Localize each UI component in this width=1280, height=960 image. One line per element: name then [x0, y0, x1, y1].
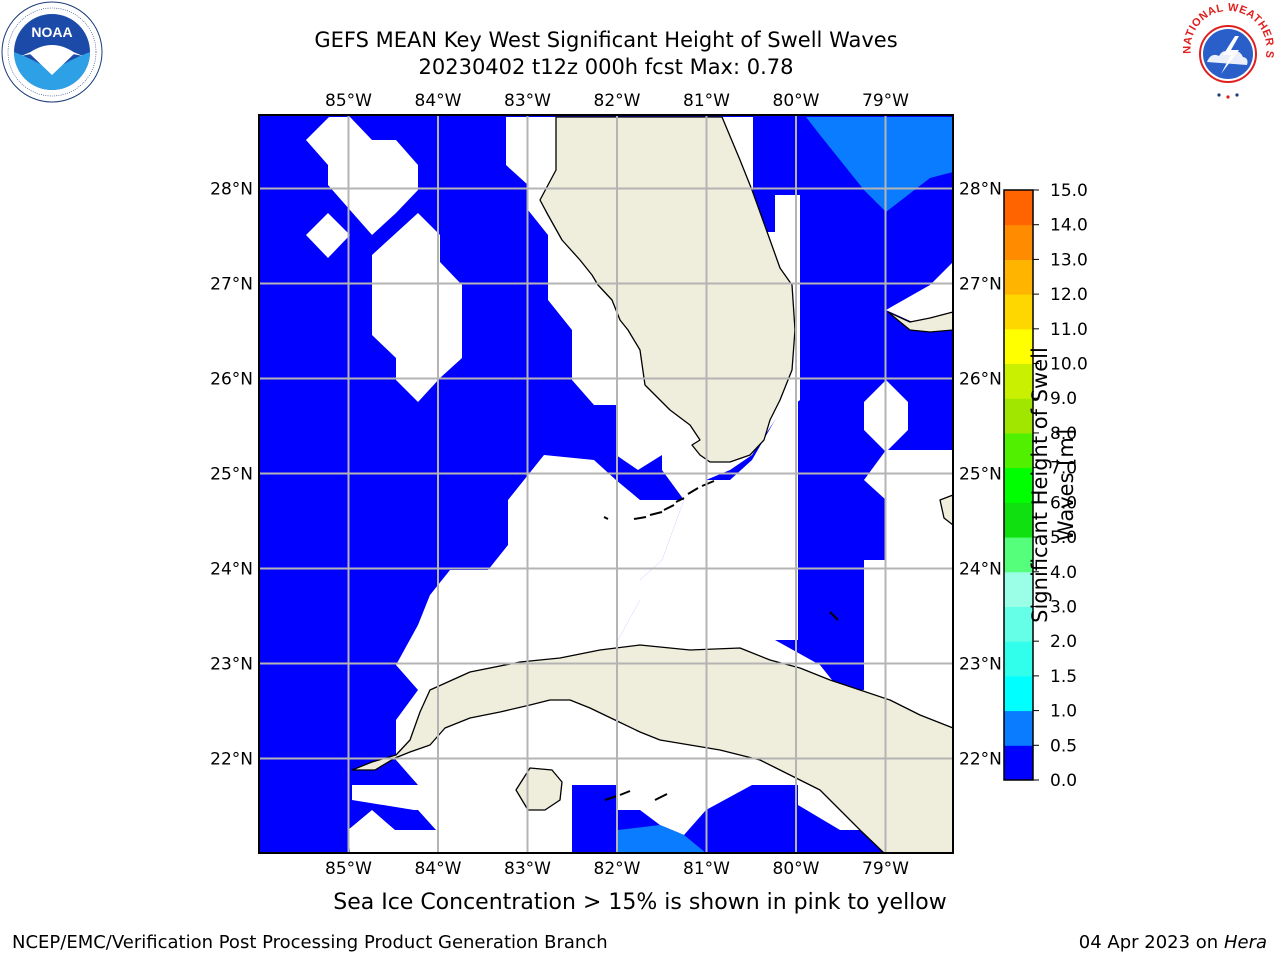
- latitude-label: 24°N: [210, 560, 253, 580]
- footer-host: Hera: [1223, 932, 1267, 953]
- latitude-label: 22°N: [210, 750, 253, 770]
- colorbar: 0.0 0.5 1.0 1.5 2.0 3.0 4.0 5.0 6.0 7.0 8.0 9.0 10.0…: [1003, 181, 1088, 791]
- colorbar-tick-label: 3.0: [1050, 597, 1077, 617]
- colorbar-segment: [1004, 606, 1033, 642]
- colorbar-segment: [1004, 710, 1033, 746]
- cuba-landmass: [351, 644, 954, 854]
- sea-ice-note: Sea Ice Concentration > 15% is shown in …: [333, 890, 947, 915]
- longitude-label: 79°W: [862, 859, 909, 879]
- no-data-region: [306, 117, 418, 235]
- latitude-label: 22°N: [959, 750, 1002, 770]
- no-data-region: [372, 213, 462, 402]
- colorbar-tick-label: 12.0: [1050, 285, 1088, 305]
- longitude-labels-top: 85°W 84°W 83°W 82°W 81°W 80°W 79°W: [325, 91, 909, 111]
- keys-and-islets: [603, 480, 839, 801]
- nws-logo: NATIONAL WEATHER SERVICE: [1177, 0, 1278, 101]
- no-data-region: [306, 213, 350, 258]
- longitude-label: 85°W: [325, 859, 372, 879]
- colorbar-segment: [1004, 259, 1033, 295]
- latitude-label: 26°N: [210, 370, 253, 390]
- latitude-label: 25°N: [959, 465, 1002, 485]
- map-frame: [258, 114, 954, 854]
- latitude-label: 27°N: [210, 275, 253, 295]
- colorbar-tick-label: 2.0: [1050, 632, 1077, 652]
- latitude-label: 26°N: [959, 370, 1002, 390]
- colorbar-segment: [1004, 190, 1033, 226]
- longitude-label: 85°W: [325, 91, 372, 111]
- colorbar-tick-label: 15.0: [1050, 181, 1088, 201]
- colorbar-tick-label: 10.0: [1050, 355, 1088, 375]
- longitude-label: 84°W: [415, 91, 462, 111]
- colorbar-segment: [1004, 363, 1033, 399]
- swell-band-0-5-to-1-0: [618, 825, 706, 853]
- footer-date-text: 04 Apr 2023 on: [1078, 932, 1219, 953]
- longitude-label: 84°W: [415, 859, 462, 879]
- colorbar-tick-label: 1.0: [1050, 702, 1077, 722]
- longitude-label: 83°W: [504, 859, 551, 879]
- latitude-label: 24°N: [959, 560, 1002, 580]
- colorbar-tick-label: 4.0: [1050, 563, 1077, 583]
- colorbar-frame: [1003, 189, 1034, 781]
- gridlines: [259, 115, 953, 853]
- chart-subtitle: 20230402 t12z 000h fcst Max: 0.78: [418, 55, 794, 79]
- colorbar-tick-label: 7.0: [1050, 459, 1077, 479]
- colorbar-tick-label: 6.0: [1050, 493, 1077, 513]
- colorbar-tick-label: 0.5: [1050, 736, 1077, 756]
- colorbar-tick-label: 1.5: [1050, 667, 1077, 687]
- colorbar-tick-label: 5.0: [1050, 528, 1077, 548]
- longitude-label: 79°W: [862, 91, 909, 111]
- footer-date: 04 Apr 2023 on Hera: [1079, 932, 1267, 953]
- chart-title: GEFS MEAN Key West Significant Height of…: [314, 28, 898, 52]
- colorbar-segment: [1004, 641, 1033, 677]
- latitude-label: 23°N: [210, 655, 253, 675]
- colorbar-segment: [1004, 571, 1033, 607]
- latitude-labels-left: 28°N 27°N 26°N 25°N 24°N 23°N 22°N: [210, 180, 253, 770]
- colorbar-tick-label: 13.0: [1050, 250, 1088, 270]
- longitude-label: 80°W: [773, 859, 820, 879]
- latitude-label: 28°N: [959, 180, 1002, 200]
- longitude-label: 81°W: [683, 91, 730, 111]
- colorbar-segment: [1004, 224, 1033, 260]
- colorbar-segment: [1004, 467, 1033, 503]
- colorbar-tick-label: 0.0: [1050, 771, 1077, 791]
- colorbar-segment: [1004, 745, 1033, 781]
- latitude-label: 28°N: [210, 180, 253, 200]
- no-data-region: [886, 262, 953, 330]
- colorbar-segment: [1004, 432, 1033, 469]
- noaa-logo-text: NOAA: [31, 24, 72, 40]
- longitude-label: 80°W: [773, 91, 820, 111]
- colorbar-tick-label: 14.0: [1050, 216, 1088, 236]
- longitude-label: 81°W: [683, 859, 730, 879]
- no-data-region: [618, 400, 798, 640]
- colorbar-segment: [1004, 537, 1033, 573]
- colorbar-tick-label: 9.0: [1050, 389, 1077, 409]
- colorbar-segment: [1004, 398, 1033, 434]
- longitude-labels-bottom: 85°W 84°W 83°W 82°W 81°W 80°W 79°W: [325, 859, 909, 879]
- swell-height-map: [258, 114, 954, 854]
- colorbar-segment: [1004, 502, 1033, 538]
- colorbar-segment: [1004, 328, 1033, 365]
- colorbar-segment: [1004, 675, 1033, 712]
- latitude-label: 25°N: [210, 465, 253, 485]
- colorbar-tick-label: 11.0: [1050, 320, 1088, 340]
- latitude-labels-right: 28°N 27°N 26°N 25°N 24°N 23°N 22°N: [959, 180, 1002, 770]
- colorbar-segment: [1004, 294, 1033, 330]
- longitude-label: 82°W: [594, 859, 641, 879]
- longitude-label: 82°W: [594, 91, 641, 111]
- florida-landmass: [539, 116, 796, 463]
- footer-credit: NCEP/EMC/Verification Post Processing Pr…: [12, 932, 608, 953]
- latitude-label: 23°N: [959, 655, 1002, 675]
- longitude-label: 83°W: [504, 91, 551, 111]
- colorbar-label: Significant Height of Swell Waves [m]: [1028, 347, 1078, 623]
- latitude-label: 27°N: [959, 275, 1002, 295]
- colorbar-tick-label: 8.0: [1050, 424, 1077, 444]
- noaa-logo: NOAA: [1, 1, 103, 103]
